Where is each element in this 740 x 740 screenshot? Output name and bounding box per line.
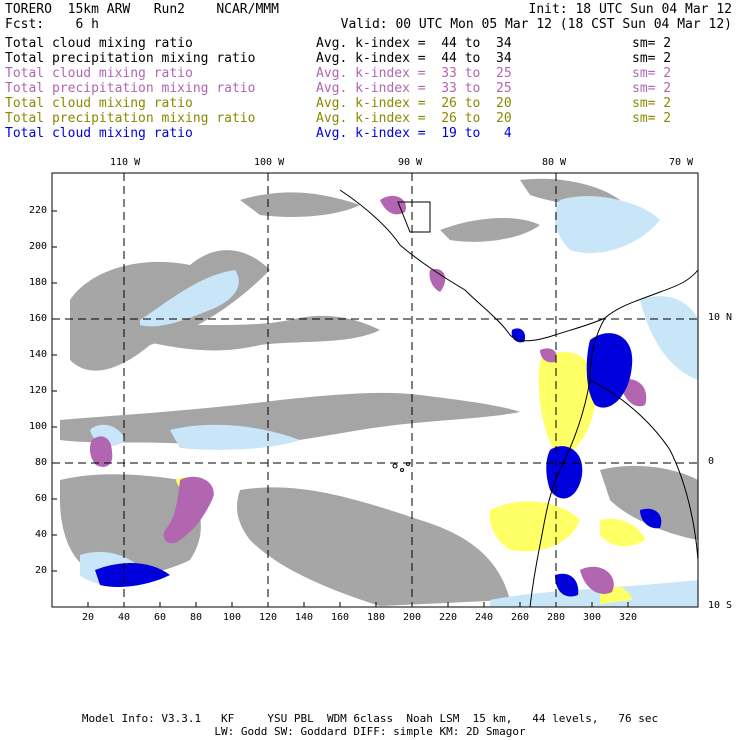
model-info: Model Info: V3.3.1 KF YSU PBL WDM 6class… <box>81 712 659 725</box>
latitude-label: 10 N <box>708 312 733 323</box>
y-tick-label: 160 <box>28 313 47 324</box>
legend-k-index: Avg. k-index = 33 to 25 <box>316 66 512 81</box>
legend-k-index: Avg. k-index = 26 to 20 <box>316 96 512 111</box>
valid-time: Valid: 00 UTC Mon 05 Mar 12 (18 CST Sun … <box>340 17 732 32</box>
legend-k-index: Avg. k-index = 44 to 34 <box>316 36 512 51</box>
x-tick-label: 180 <box>366 612 386 623</box>
x-tick-label: 300 <box>582 612 602 623</box>
x-tick-label: 200 <box>402 612 422 623</box>
legend-smoothing: sm= 2 <box>632 51 672 66</box>
model-title: TORERO 15km ARW Run2 NCAR/MMM <box>5 2 279 17</box>
x-tick-label: 60 <box>153 612 167 623</box>
latitude-label: 0 <box>708 456 715 467</box>
y-tick-label: 120 <box>28 385 47 396</box>
y-tick-label: 40 <box>34 529 47 540</box>
y-tick-label: 60 <box>34 493 47 504</box>
forecast-hour: Fcst: 6 h <box>5 17 99 32</box>
x-tick-label: 220 <box>438 612 458 623</box>
longitude-label: 100 W <box>254 157 285 168</box>
physics-info: LW: Godd SW: Goddard DIFF: simple KM: 2D… <box>214 725 526 738</box>
longitude-label: 80 W <box>542 157 567 168</box>
coastlines <box>339 189 698 607</box>
x-tick-label: 20 <box>81 612 95 623</box>
legend-field-name: Total cloud mixing ratio <box>5 66 193 81</box>
x-tick-label: 320 <box>618 612 638 623</box>
legend-smoothing: sm= 2 <box>632 36 672 51</box>
legend-k-index: Avg. k-index = 26 to 20 <box>316 111 512 126</box>
x-tick-label: 260 <box>510 612 530 623</box>
x-tick-label: 120 <box>258 612 278 623</box>
legend-smoothing: sm= 2 <box>632 111 672 126</box>
init-time: Init: 18 UTC Sun 04 Mar 12 <box>528 2 733 17</box>
x-tick-label: 80 <box>189 612 203 623</box>
legend-k-index: Avg. k-index = 19 to 4 <box>316 126 512 141</box>
y-tick-label: 80 <box>34 457 47 468</box>
legend-field-name: Total cloud mixing ratio <box>5 126 193 141</box>
yellow-field <box>176 351 645 604</box>
legend-field-name: Total cloud mixing ratio <box>5 96 193 111</box>
legend-k-index: Avg. k-index = 33 to 25 <box>316 81 512 96</box>
legend-field-name: Total cloud mixing ratio <box>5 36 193 51</box>
y-tick-label: 180 <box>28 277 47 288</box>
longitude-label: 90 W <box>398 157 423 168</box>
longitude-label: 110 W <box>110 157 141 168</box>
plot-frame <box>51 172 699 608</box>
legend-k-index: Avg. k-index = 44 to 34 <box>316 51 512 66</box>
legend-field-name: Total precipitation mixing ratio <box>5 81 256 96</box>
latitude-label: 10 S <box>708 600 733 611</box>
blue-field <box>95 328 662 597</box>
legend-smoothing: sm= 2 <box>632 81 672 96</box>
purple-field <box>89 195 647 594</box>
legend-field-name: Total precipitation mixing ratio <box>5 51 256 66</box>
x-tick-label: 100 <box>222 612 242 623</box>
legend-smoothing: sm= 2 <box>632 96 672 111</box>
y-tick-label: 220 <box>28 205 47 216</box>
x-tick-label: 240 <box>474 612 494 623</box>
legend-smoothing: sm= 2 <box>632 66 672 81</box>
x-tick-label: 160 <box>330 612 350 623</box>
longitude-label: 70 W <box>669 157 694 168</box>
y-tick-label: 140 <box>28 349 47 360</box>
y-tick-label: 20 <box>34 565 47 576</box>
x-tick-label: 140 <box>294 612 314 623</box>
y-tick-label: 200 <box>28 241 47 252</box>
lat-lon-grid <box>52 173 698 607</box>
x-tick-label: 280 <box>546 612 566 623</box>
y-tick-label: 100 <box>28 421 47 432</box>
x-tick-label: 40 <box>117 612 131 623</box>
legend-field-name: Total precipitation mixing ratio <box>5 111 256 126</box>
